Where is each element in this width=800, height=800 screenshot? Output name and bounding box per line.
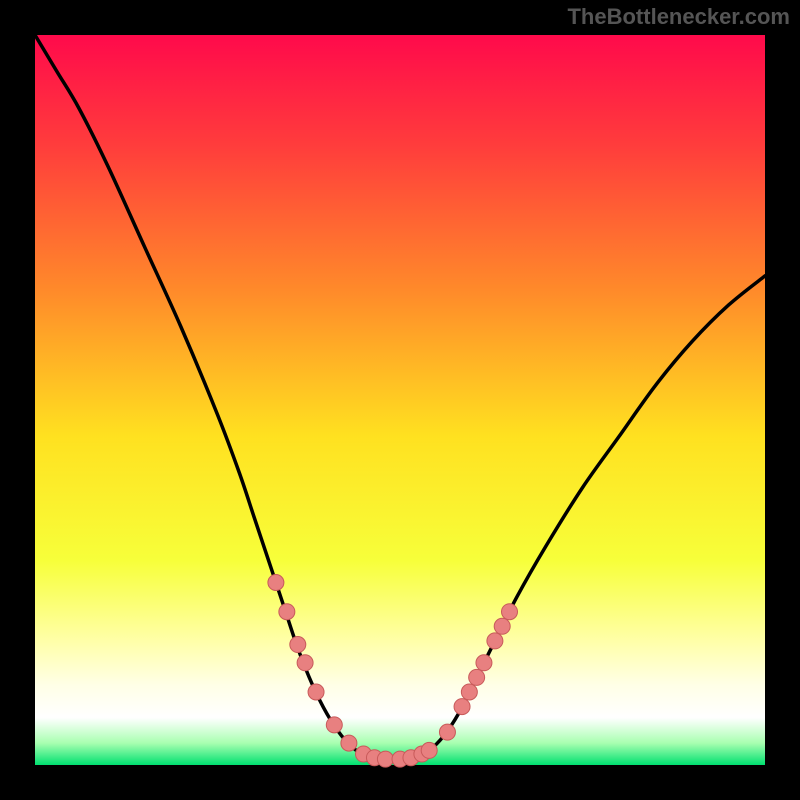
data-marker [297,655,313,671]
gradient-background [35,35,765,765]
bottleneck-curve-chart [0,0,800,800]
data-marker [290,637,306,653]
data-marker [308,684,324,700]
data-marker [494,618,510,634]
data-marker [421,742,437,758]
data-marker [476,655,492,671]
data-marker [454,699,470,715]
data-marker [461,684,477,700]
data-marker [377,751,393,767]
chart-container: TheBottlenecker.com [0,0,800,800]
data-marker [502,604,518,620]
data-marker [439,724,455,740]
data-marker [279,604,295,620]
data-marker [326,717,342,733]
data-marker [268,575,284,591]
data-marker [487,633,503,649]
data-marker [469,669,485,685]
data-marker [341,735,357,751]
